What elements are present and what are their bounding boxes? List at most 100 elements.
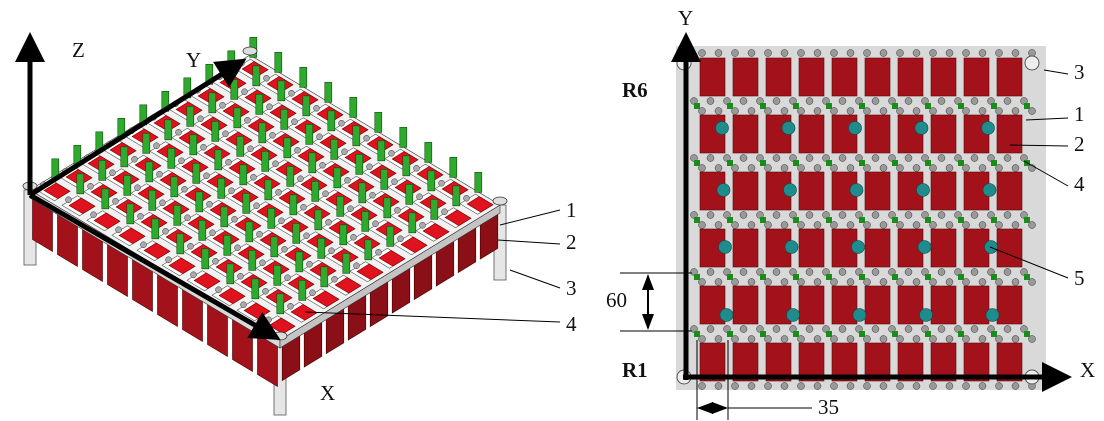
nut: [1004, 155, 1011, 162]
top-view: [620, 42, 1068, 420]
pin: [892, 274, 898, 280]
pin: [99, 160, 106, 180]
nut: [320, 162, 326, 168]
pin: [1024, 331, 1030, 337]
pin: [425, 142, 432, 162]
nut: [179, 158, 185, 164]
nut: [345, 177, 351, 183]
nut: [715, 50, 722, 57]
nut: [1004, 269, 1011, 276]
nut: [905, 212, 912, 219]
actuator-block: [898, 58, 923, 96]
nut: [905, 155, 912, 162]
nut: [831, 50, 838, 57]
nut: [707, 269, 714, 276]
nut: [266, 317, 272, 323]
pin: [925, 274, 931, 280]
nut: [351, 234, 357, 240]
nut: [847, 222, 854, 229]
pin: [143, 133, 150, 153]
nut: [971, 269, 978, 276]
nut: [773, 269, 780, 276]
nut: [897, 383, 904, 390]
nut: [847, 108, 854, 115]
sensor: [982, 122, 995, 135]
nut: [938, 326, 945, 333]
nut: [364, 135, 370, 141]
nut: [298, 176, 304, 182]
nut: [715, 336, 722, 343]
pin: [359, 183, 366, 203]
post: [273, 332, 287, 340]
nut: [930, 383, 937, 390]
pin: [243, 193, 250, 213]
pin: [312, 181, 319, 201]
nut: [295, 147, 301, 153]
pin: [406, 184, 413, 204]
nut: [1012, 165, 1019, 172]
pin: [196, 192, 203, 212]
nut: [847, 383, 854, 390]
nut: [740, 98, 747, 105]
pin: [306, 124, 313, 144]
pin: [958, 103, 964, 109]
nut: [354, 263, 360, 269]
pin: [958, 274, 964, 280]
callout: 3: [566, 276, 577, 300]
nut: [279, 218, 285, 224]
pin: [859, 217, 865, 223]
nut: [773, 98, 780, 105]
leader: [510, 270, 560, 288]
sensor: [917, 184, 930, 197]
nut: [263, 288, 269, 294]
sensor: [719, 241, 732, 254]
nut: [864, 50, 871, 57]
nut: [946, 336, 953, 343]
pin: [171, 177, 178, 197]
pin: [958, 331, 964, 337]
pin: [991, 160, 997, 166]
actuator-block: [799, 286, 824, 324]
nut: [781, 383, 788, 390]
nut: [113, 198, 119, 204]
pin: [227, 264, 234, 284]
nut: [248, 146, 254, 152]
pin: [365, 240, 372, 260]
nut: [245, 117, 251, 123]
pin: [859, 103, 865, 109]
nut: [707, 212, 714, 219]
pin: [300, 67, 307, 87]
actuator-block: [997, 58, 1022, 96]
nut: [138, 213, 144, 219]
nut: [814, 279, 821, 286]
pin: [121, 147, 128, 167]
nut: [979, 336, 986, 343]
nut: [699, 50, 706, 57]
nut: [288, 303, 294, 309]
nut: [715, 279, 722, 286]
actuator-block: [865, 286, 890, 324]
nut: [1012, 50, 1019, 57]
sensor: [983, 184, 996, 197]
post: [493, 197, 507, 205]
nut: [872, 326, 879, 333]
pin: [450, 157, 457, 177]
nut: [781, 336, 788, 343]
pin: [274, 265, 281, 285]
nut: [267, 104, 273, 110]
nut: [182, 186, 188, 192]
callout: 5: [1074, 266, 1085, 290]
actuator-block: [964, 58, 989, 96]
sensor: [784, 184, 797, 197]
nut: [946, 383, 953, 390]
pin: [826, 103, 832, 109]
nut: [310, 290, 316, 296]
pin: [102, 189, 109, 209]
actuator-block: [733, 58, 758, 96]
nut: [905, 326, 912, 333]
nut: [229, 188, 235, 194]
pin: [892, 103, 898, 109]
nut: [872, 269, 879, 276]
actuator-block: [931, 229, 956, 267]
pin: [234, 108, 241, 128]
